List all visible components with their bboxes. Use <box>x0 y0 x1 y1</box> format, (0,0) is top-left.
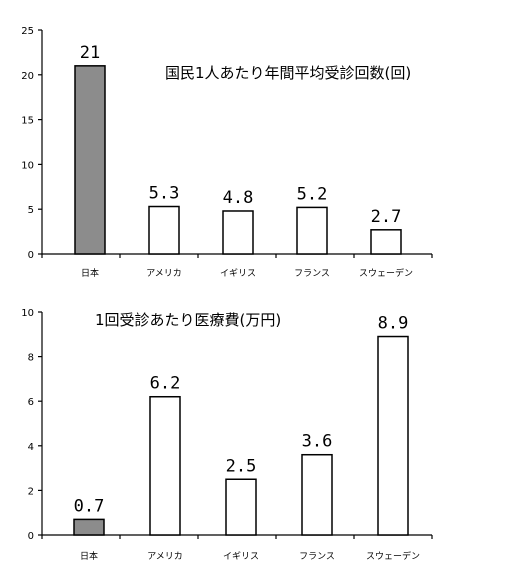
bar-3 <box>296 206 328 255</box>
chart-visits-per-person: 国民1人あたり年間平均受診回数(回) 0 5 10 15 20 25 21 日本 5.3 アメリカ… <box>21 26 433 279</box>
value-label-4: 8.9 <box>378 314 409 334</box>
y-tick-label: 4 <box>28 442 34 453</box>
category-label-2: イギリス <box>220 268 256 279</box>
category-label-0: 日本 <box>81 267 99 279</box>
value-label-3: 5.2 <box>297 184 328 204</box>
bar-1 <box>148 205 180 255</box>
value-label-1: 5.3 <box>149 184 180 204</box>
y-tick-label: 25 <box>21 26 34 37</box>
category-label-3: フランス <box>299 551 335 562</box>
bar-4 <box>377 335 409 536</box>
y-tick-label: 0 <box>28 531 34 542</box>
bar-2 <box>222 210 254 255</box>
chart-cost-per-visit: 1回受診あたり医療費(万円) 0 2 4 6 8 10 0.7 日本 6.2 アメリカ 2.5 イギリ… <box>21 308 433 562</box>
y-tick-label: 20 <box>21 71 34 82</box>
category-label-3: フランス <box>294 268 330 279</box>
bar-3 <box>301 453 333 536</box>
y-tick-label: 8 <box>28 353 34 364</box>
y-tick-label: 10 <box>21 308 34 319</box>
chart-title: 国民1人あたり年間平均受診回数(回) <box>165 64 411 82</box>
y-tick-label: 0 <box>28 250 34 261</box>
category-label-1: アメリカ <box>147 551 183 562</box>
category-label-2: イギリス <box>223 551 259 562</box>
bar-0 <box>74 65 106 255</box>
value-label-0: 0.7 <box>74 496 105 516</box>
bar-4 <box>370 229 402 255</box>
y-tick-label: 10 <box>21 160 34 171</box>
category-label-1: アメリカ <box>146 268 182 279</box>
value-label-2: 4.8 <box>223 188 254 208</box>
bar-2 <box>225 478 257 536</box>
category-label-0: 日本 <box>80 550 98 562</box>
category-label-4: スウェーデン <box>359 267 413 279</box>
bar-0 <box>73 518 105 536</box>
chart-title: 1回受診あたり医療費(万円) <box>95 311 281 329</box>
y-tick-label: 6 <box>28 397 34 408</box>
value-label-4: 2.7 <box>371 207 402 227</box>
value-label-0: 21 <box>80 43 100 63</box>
y-tick-label: 2 <box>28 486 34 497</box>
category-label-4: スウェーデン <box>366 550 420 562</box>
bar-1 <box>149 395 181 536</box>
value-label-1: 6.2 <box>150 374 181 394</box>
value-label-3: 3.6 <box>302 432 333 452</box>
value-label-2: 2.5 <box>226 456 257 476</box>
y-tick-label: 5 <box>28 205 34 216</box>
y-tick-label: 15 <box>21 116 34 127</box>
